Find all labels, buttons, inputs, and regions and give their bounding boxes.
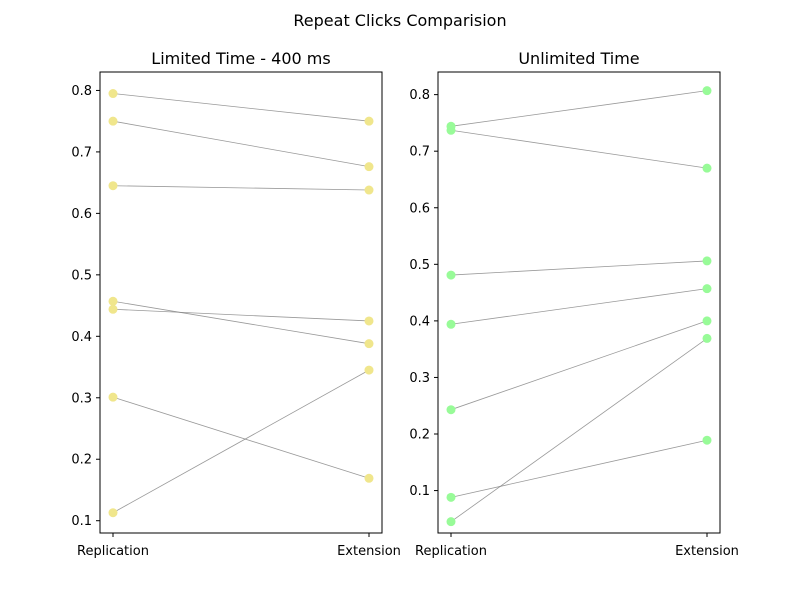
y-tick-label: 0.2	[71, 453, 92, 468]
pair-line	[450, 288, 708, 325]
extension-point	[702, 333, 712, 343]
replication-point	[108, 116, 118, 126]
y-axis: 0.1 0.2 0.3 0.4 0.5 0.6 0.7 0.8	[71, 84, 100, 529]
extension-point	[702, 435, 712, 445]
extension-point	[702, 316, 712, 326]
replication-point	[108, 508, 118, 518]
pair-line	[450, 260, 708, 276]
pair-lines	[112, 93, 370, 514]
replication-point	[446, 125, 456, 135]
y-tick-label: 0.7	[71, 145, 92, 160]
pair-line	[112, 185, 370, 191]
x-tick-label: Replication	[77, 544, 149, 559]
extension-point	[364, 162, 374, 172]
y-axis: 0.1 0.2 0.3 0.4 0.5 0.6 0.7 0.8	[409, 88, 438, 499]
pair-line	[450, 320, 708, 411]
extension-point	[702, 163, 712, 173]
panel-title-unlimited-time: Unlimited Time	[518, 49, 639, 68]
pair-line	[112, 308, 370, 322]
pair-line	[450, 129, 708, 169]
extension-point	[364, 316, 374, 326]
extension-point	[702, 284, 712, 294]
extension-point	[364, 473, 374, 483]
y-tick-label: 0.2	[409, 428, 430, 443]
extension-point	[364, 365, 374, 375]
y-tick-label: 0.3	[409, 371, 430, 386]
panel-limited-time: Limited Time - 400 ms 0.1 0.2 0.3 0.4 0.5 0.6…	[71, 49, 401, 559]
y-tick-label: 0.8	[409, 88, 430, 103]
pair-lines	[450, 90, 708, 523]
replication-point	[108, 392, 118, 402]
extension-point	[702, 256, 712, 266]
plot-frame	[437, 71, 721, 534]
x-tick-label: Replication	[415, 544, 487, 559]
extension-point	[364, 185, 374, 195]
y-tick-label: 0.1	[409, 484, 430, 499]
panel-title-limited-time: Limited Time - 400 ms	[151, 49, 330, 68]
figure-title: Repeat Clicks Comparision	[293, 11, 506, 30]
replication-point	[446, 517, 456, 527]
y-tick-label: 0.4	[71, 330, 92, 345]
replication-point	[108, 89, 118, 99]
y-tick-label: 0.8	[71, 84, 92, 99]
plot-frame	[99, 71, 383, 534]
extension-point	[702, 86, 712, 96]
x-tick-label: Extension	[337, 544, 401, 559]
y-tick-label: 0.3	[71, 391, 92, 406]
replication-point	[108, 296, 118, 306]
pair-line	[450, 439, 708, 498]
pair-line	[112, 369, 370, 514]
pair-line	[450, 90, 708, 127]
pair-line	[112, 300, 370, 345]
replication-point	[446, 405, 456, 415]
panel-unlimited-time: Unlimited Time 0.10.20.30.40.50.60.70.8 …	[409, 49, 739, 559]
x-axis: Replication Extension	[415, 533, 739, 559]
replication-point	[108, 304, 118, 314]
y-tick-label: 0.7	[409, 145, 430, 160]
replication-point	[446, 270, 456, 280]
y-tick-label: 0.6	[409, 201, 430, 216]
pair-line	[450, 338, 708, 523]
data-points	[446, 86, 712, 527]
extension-point	[364, 339, 374, 349]
y-tick-label: 0.1	[71, 514, 92, 529]
replication-point	[108, 181, 118, 191]
x-tick-label: Extension	[675, 544, 739, 559]
pair-line	[112, 120, 370, 168]
y-tick-label: 0.5	[71, 268, 92, 283]
x-axis: Replication Extension	[77, 533, 401, 559]
y-tick-label: 0.5	[409, 258, 430, 273]
data-points	[108, 89, 374, 518]
pair-line	[112, 93, 370, 122]
pair-line	[112, 396, 370, 479]
replication-point	[446, 492, 456, 502]
replication-point	[446, 319, 456, 329]
y-tick-label: 0.4	[409, 314, 430, 329]
extension-point	[364, 116, 374, 126]
y-tick-label: 0.6	[71, 207, 92, 222]
